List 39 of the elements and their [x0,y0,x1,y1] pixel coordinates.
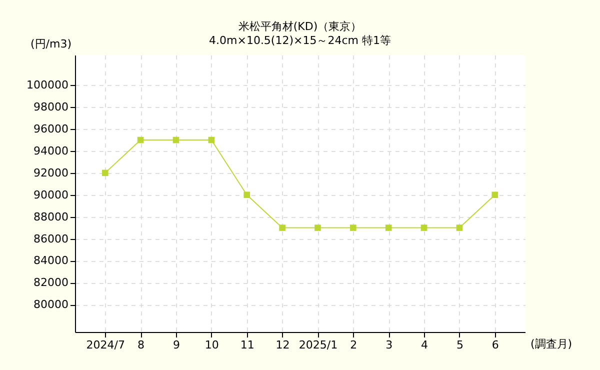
x-tick-label: 2025/1 [298,338,338,352]
point [244,192,250,198]
y-tick-label: 84000 [34,254,68,268]
y-tick-label: 96000 [34,122,68,136]
point [137,136,144,144]
y-tick-label: 94000 [34,144,68,158]
y-axis-title: (円/m3) [30,38,72,50]
x-tick-label: 9 [172,338,180,352]
point [172,136,180,144]
x-tick-label: 4 [421,338,428,352]
point [385,224,392,231]
point [279,224,286,231]
point [102,170,108,176]
x-tick-label: 8 [138,338,145,352]
point [314,224,321,231]
chart-title: 米松平角材(KD)（東京） [238,20,362,33]
point [456,224,463,231]
y-tick-label: 100000 [26,78,68,92]
x-tick-label: 6 [492,338,499,352]
x-tick-label: 2 [350,338,358,352]
y-tick-label: 80000 [34,298,68,312]
x-tick-label: 11 [240,338,254,352]
y-tick-label: 98000 [34,100,68,114]
y-tick-label: 86000 [34,232,68,246]
x-tick-label: 10 [204,338,219,352]
chart-subtitle: 4.0m×10.5(12)×15～24cm 特1等 [209,34,391,47]
x-tick-label: 12 [276,338,290,352]
point [492,192,498,198]
x-tick-label: 3 [386,338,393,352]
point [208,136,215,144]
x-axis-title: (調査月) [530,338,572,350]
x-tick-label: 5 [456,338,464,352]
y-tick-label: 82000 [34,276,68,290]
point [350,224,356,231]
x-tick-label: 2024/7 [86,338,125,352]
y-tick-label: 90000 [34,188,68,202]
point [420,224,428,231]
y-tick-label: 88000 [34,210,68,224]
y-tick-label: 92000 [34,166,68,180]
